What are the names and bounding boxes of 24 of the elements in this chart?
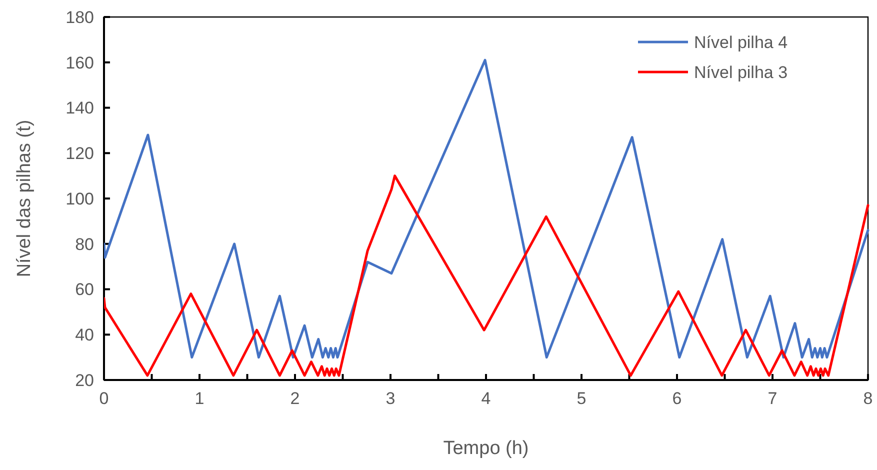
y-tick-label: 100 [66, 189, 94, 208]
x-tick-label: 1 [194, 389, 204, 408]
y-tick-label: 120 [66, 144, 94, 164]
x-tick-label: 8 [863, 389, 873, 408]
y-tick-label: 40 [75, 326, 94, 345]
legend-label: Nível pilha 4 [694, 32, 788, 52]
legend-label: Nível pilha 3 [694, 62, 788, 82]
x-tick-label: 4 [481, 389, 491, 408]
x-axis-title: Tempo (h) [443, 438, 529, 459]
y-axis-title: Nível das pilhas (t) [14, 120, 35, 278]
x-tick-label: 2 [290, 389, 300, 408]
y-tick-label: 20 [75, 370, 94, 390]
y-tick-label: 180 [66, 8, 94, 27]
x-tick-label: 6 [672, 389, 682, 408]
line-series [104, 174, 870, 377]
y-tick-label: 80 [75, 234, 94, 254]
y-tick-label: 60 [75, 280, 94, 300]
x-tick-label: 7 [768, 389, 778, 408]
y-tick-label: 140 [66, 98, 94, 118]
x-tick-label: 0 [99, 389, 109, 408]
x-tick-label: 5 [576, 389, 586, 408]
line-series [104, 58, 870, 359]
x-tick-label: 3 [386, 389, 396, 408]
y-tick-label: 160 [66, 53, 94, 72]
